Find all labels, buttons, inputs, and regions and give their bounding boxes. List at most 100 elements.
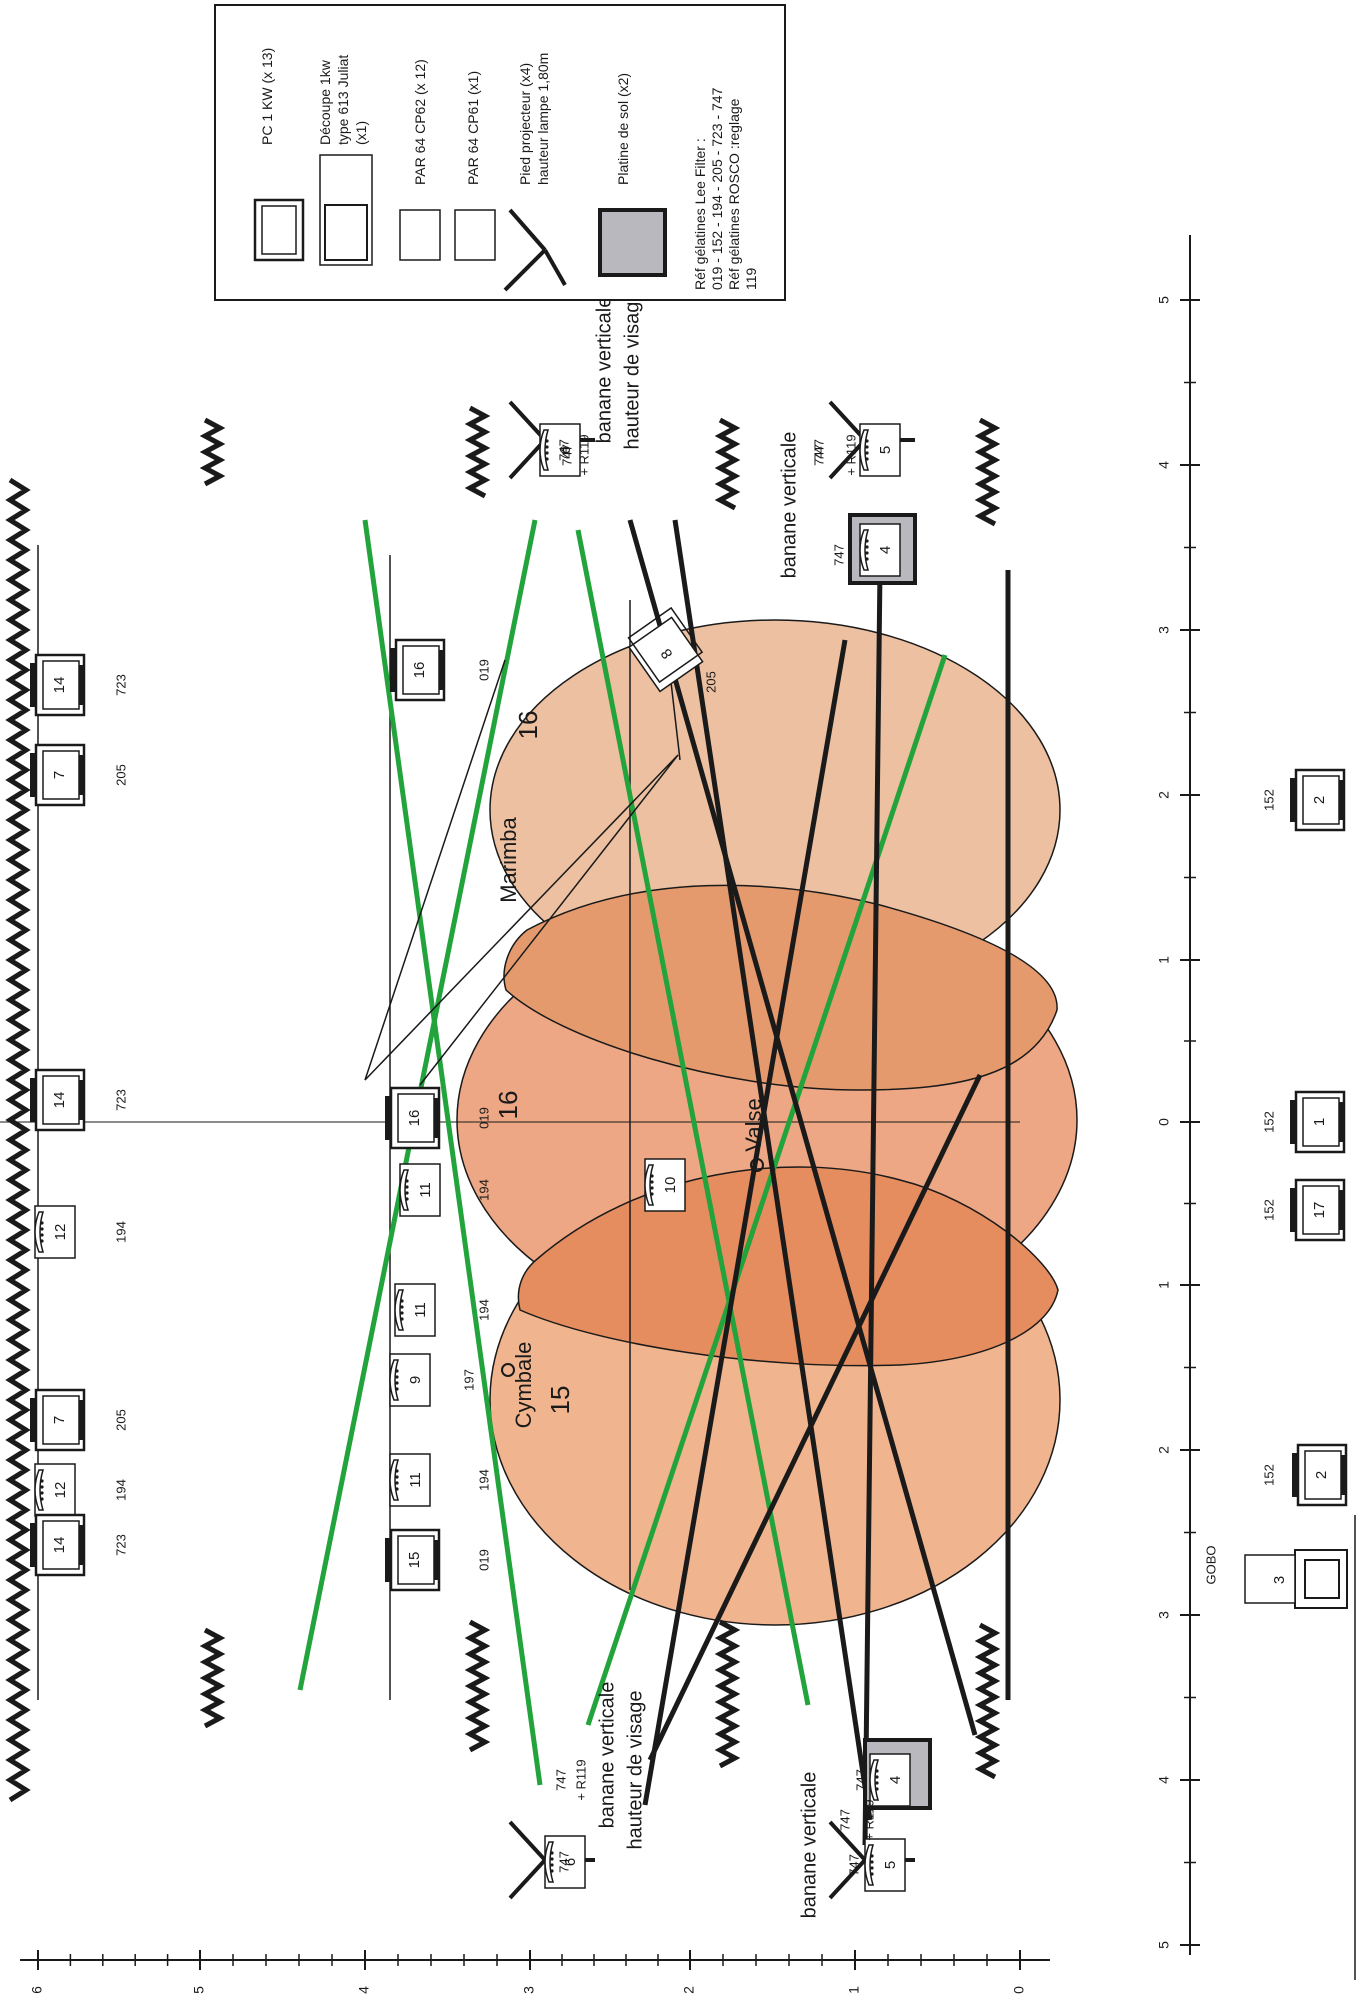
leg-top-2 xyxy=(464,405,491,499)
par-fixture: 11 194 xyxy=(394,1283,491,1337)
r119-label: + R119 xyxy=(861,1799,876,1840)
beam-green-4 xyxy=(585,654,948,1726)
fixture-number: 11 xyxy=(407,1472,424,1488)
scale-right-label: 3 xyxy=(1156,1611,1172,1619)
r119-label: + R119 xyxy=(573,1759,588,1800)
fixture-number: 6 xyxy=(557,446,574,454)
fixture-number: 4 xyxy=(887,1776,904,1784)
fixture-number: 11 xyxy=(412,1302,429,1318)
legend-decoupe-line: type 613 Juliat xyxy=(335,55,351,145)
pc-fixture: 7 205 xyxy=(30,1388,128,1452)
depth-scale: 6 5 4 3 2 1 0 xyxy=(20,1950,1050,1994)
par-fixture: 5 747 xyxy=(846,1838,906,1892)
beam-black-3 xyxy=(642,639,848,1806)
gel-label: 152 xyxy=(1261,1464,1276,1486)
scale-left-label: 4 xyxy=(356,1986,372,1994)
scale-left-label: 5 xyxy=(191,1986,207,1994)
pc-fixture: 15 019 xyxy=(385,1528,491,1592)
pc-fixture: 17 152 xyxy=(1261,1178,1346,1242)
width-scale: 5 4 3 2 1 0 1 2 3 4 5 xyxy=(1156,235,1200,1955)
gel-label: 152 xyxy=(1261,1111,1276,1133)
fixture-number: 7 xyxy=(51,1416,68,1424)
legend-decoupe-icon xyxy=(319,154,373,266)
fixture-number: 14 xyxy=(51,1092,68,1109)
scale-right-label: 4 xyxy=(1156,1776,1172,1784)
beam-green-1 xyxy=(362,519,543,1786)
legend-decoupe-line: Découpe 1kw xyxy=(317,59,333,145)
scale-right-label: 4 xyxy=(1156,461,1172,469)
valse-mark xyxy=(750,1158,764,1172)
area-cymbale-name: Cymbale xyxy=(511,1342,536,1429)
legend-pied-line: hauteur lampe 1,80m xyxy=(535,53,551,185)
par-fixture: 9 197 xyxy=(389,1353,476,1407)
fixture-number: 12 xyxy=(52,1482,69,1499)
pc-fixture: 16 019 xyxy=(390,638,491,702)
fixture-number: 16 xyxy=(411,662,428,679)
par-fixture: 5 747 xyxy=(811,423,901,477)
gel-label: 205 xyxy=(113,764,128,786)
gel-label: 152 xyxy=(1261,1199,1276,1221)
pc-fixture: 14 723 xyxy=(30,1068,128,1132)
fixture-number: 12 xyxy=(52,1224,69,1241)
pc-fixture: 7 205 xyxy=(30,743,128,807)
scale-left-label: 0 xyxy=(1011,1986,1027,1994)
area-marimba-number: 16 xyxy=(513,711,543,740)
legend-par61-label: PAR 64 CP61 (x1) xyxy=(465,71,481,185)
gel-label: 205 xyxy=(113,1409,128,1431)
area-marimba-name: Marimba xyxy=(496,816,521,902)
gel-label: 194 xyxy=(113,1479,128,1501)
scale-left-label: 2 xyxy=(681,1986,697,1994)
banane-label-2: banane verticale xyxy=(778,432,800,579)
legend-ref-line: Réf gélatines ROSCO :reglage xyxy=(726,98,742,290)
par-fixture: 12 194 xyxy=(34,1205,128,1259)
legend-pc-icon xyxy=(253,198,305,262)
gel-label: 194 xyxy=(113,1221,128,1243)
fixture-number: 14 xyxy=(51,1537,68,1554)
gel-label: 194 xyxy=(476,1469,491,1491)
legend-par61-icon xyxy=(454,209,496,261)
pc-fixture: 1 152 xyxy=(1261,1090,1346,1154)
fixture-number: 6 xyxy=(562,1858,579,1866)
leg-top-1 xyxy=(199,417,226,487)
scale-left-label: 3 xyxy=(521,1986,537,1994)
fixture-number: 14 xyxy=(51,677,68,694)
legend-platine-icon xyxy=(598,208,667,277)
leg-bottom-1 xyxy=(199,1627,226,1729)
gel-label: 747 xyxy=(556,439,571,461)
fixture-number: 5 xyxy=(877,446,894,454)
gel-label: 747 xyxy=(831,544,846,566)
fixture-number: 11 xyxy=(417,1182,434,1198)
pc-fixture: 2 152 xyxy=(1261,768,1346,832)
banane-label-3: banane verticale xyxy=(596,1682,618,1829)
visage-label-3: hauteur de visage xyxy=(624,1690,646,1849)
area-valse-name: Valse xyxy=(741,1098,766,1151)
par-fixture: 10 xyxy=(644,1158,686,1212)
visage-label-1: hauteur de visage xyxy=(621,290,643,449)
gel-label: 747 xyxy=(853,1769,868,1791)
legend-par62-label: PAR 64 CP62 (x 12) xyxy=(412,59,428,185)
beam-black-1 xyxy=(627,519,978,1736)
leg-top-4 xyxy=(974,417,1001,527)
scale-left-label: 6 xyxy=(29,1986,45,1994)
par-fixture: 4 xyxy=(859,523,901,577)
fixture-number: 9 xyxy=(407,1376,424,1384)
leg-bottom-3 xyxy=(714,1619,741,1769)
legend-ref-line: 019 - 152 - 194 - 205 - 723 - 747 xyxy=(709,87,725,290)
area-cymbale-number: 15 xyxy=(545,1386,575,1415)
leg-top-3 xyxy=(714,417,741,511)
fixture-number: 17 xyxy=(1311,1202,1328,1219)
pc-fixture: 14 723 xyxy=(30,653,128,717)
gel-label: 019 xyxy=(476,1549,491,1571)
r119-label: + R119 xyxy=(843,434,858,475)
scale-right-label: 3 xyxy=(1156,626,1172,634)
legend-pc-label: PC 1 KW (x 13) xyxy=(259,48,275,145)
gel-label: 723 xyxy=(113,674,128,696)
black-beams xyxy=(627,519,983,1846)
cymbale-mark xyxy=(501,1363,515,1377)
par-fixture: 11 194 xyxy=(389,1453,491,1507)
legend-par62-icon xyxy=(399,209,441,261)
decoupe-fixture-8: 8 xyxy=(627,606,704,693)
